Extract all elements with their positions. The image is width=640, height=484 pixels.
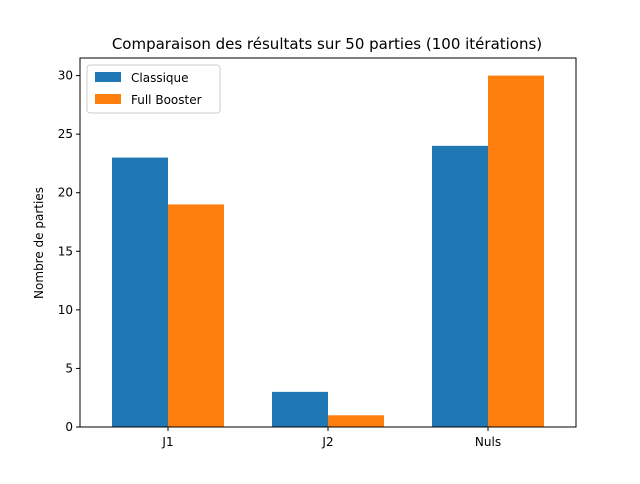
bar-full-booster-j2 [328,415,384,427]
legend-label: Classique [131,71,189,85]
y-tick-label: 5 [65,361,73,375]
axes-layer: 0 5 10 15 20 25 30 J1 J2 Nuls [58,57,577,449]
y-tick-label: 0 [65,420,73,434]
x-tick-label: J2 [321,435,333,449]
chart-title: Comparaison des résultats sur 50 parties… [112,35,542,53]
bar-classique-j1 [112,157,168,428]
legend-swatch [95,94,121,104]
y-tick-label: 20 [58,186,73,200]
bar-full-booster-j1 [168,204,224,427]
y-axis-label: Nombre de parties [32,187,46,299]
legend: Classique Full Booster [86,64,221,114]
bar-classique-j2 [272,391,328,427]
y-tick-label: 25 [58,127,73,141]
x-tick-label: Nuls [475,435,501,449]
x-tick-label: J1 [161,435,173,449]
legend-swatch [95,72,121,82]
bar-classique-nuls [432,145,488,427]
bars-layer [112,75,544,428]
legend-label: Full Booster [131,93,202,107]
y-tick-label: 15 [58,244,73,258]
y-tick-label: 10 [58,303,73,317]
bar-full-booster-nuls [488,75,544,428]
y-tick-label: 30 [58,69,73,83]
